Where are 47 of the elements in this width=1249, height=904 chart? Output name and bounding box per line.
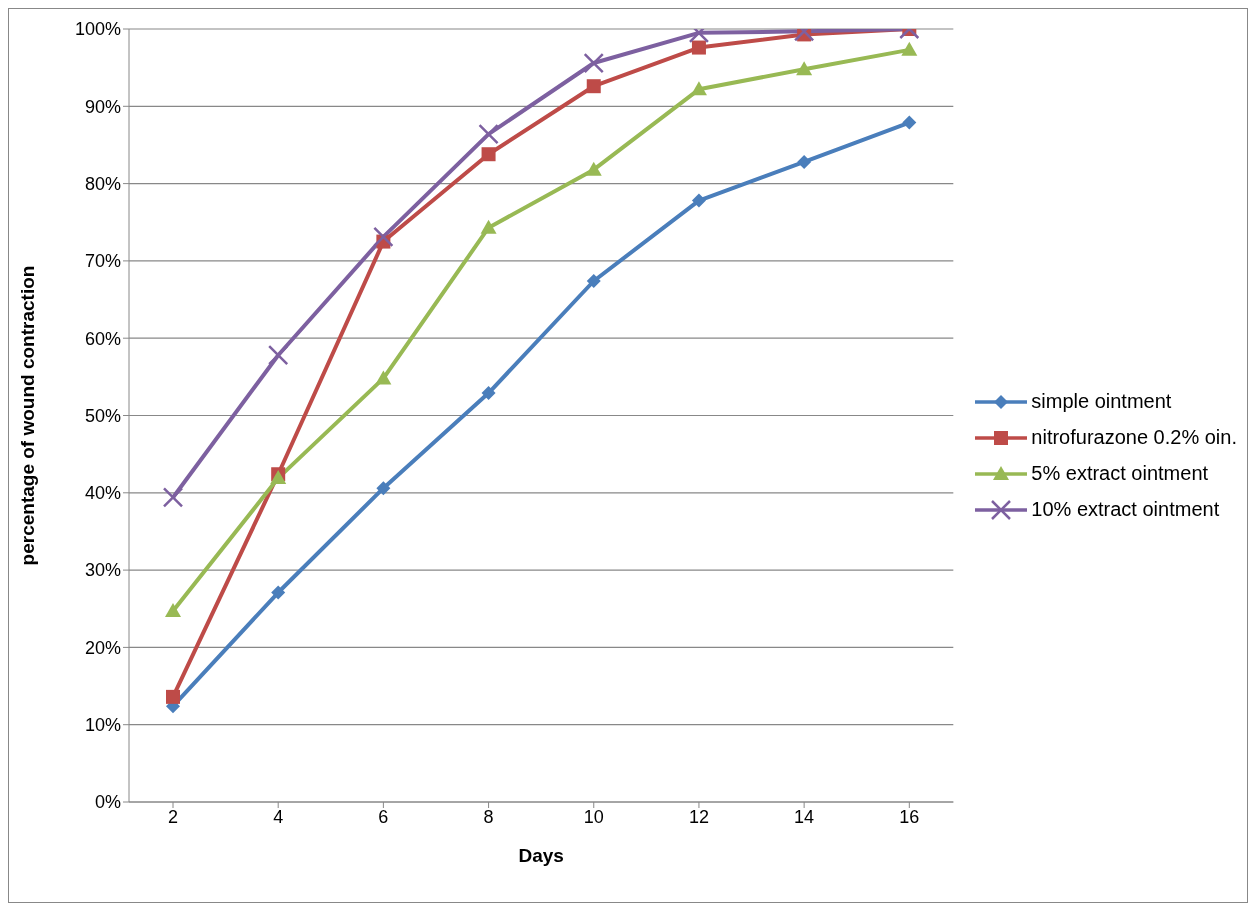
y-tick-label: 100%	[74, 19, 121, 40]
legend-label: 10% extract ointment	[1031, 498, 1220, 521]
point	[586, 79, 601, 94]
point	[166, 689, 180, 704]
x-tick-label: 8	[483, 806, 494, 827]
point	[691, 193, 706, 208]
point	[271, 585, 286, 600]
point	[691, 40, 706, 55]
point	[797, 154, 812, 169]
point	[376, 481, 391, 496]
x-tick-label: 6	[378, 806, 389, 827]
point	[478, 123, 499, 145]
y-tick-label: 50%	[84, 405, 121, 426]
x-axis-title: Days	[518, 845, 564, 866]
y-tick-label: 10%	[84, 715, 121, 736]
y-tick-label: 0%	[94, 792, 121, 813]
point	[902, 115, 917, 130]
point	[585, 161, 602, 176]
y-tick-label: 90%	[84, 96, 121, 117]
y-axis-title: percentage of wound contraction	[16, 265, 38, 566]
point	[586, 274, 601, 288]
legend-label: 5% extract ointment	[1031, 462, 1209, 485]
x-tick-label: 14	[794, 806, 815, 827]
x-tick-label: 16	[899, 806, 920, 827]
point	[267, 344, 289, 366]
point	[481, 147, 496, 162]
legend-label: simple ointment	[1031, 390, 1172, 413]
x-tick-label: 12	[688, 806, 709, 827]
point	[375, 370, 392, 385]
y-tick-label: 30%	[84, 560, 121, 581]
x-tick-label: 2	[167, 806, 179, 827]
point	[480, 219, 497, 234]
point	[901, 41, 918, 56]
y-tick-label: 20%	[84, 637, 121, 658]
point	[162, 487, 184, 508]
point	[165, 603, 181, 618]
y-tick-label: 60%	[84, 328, 121, 349]
x-tick-label: 4	[273, 806, 284, 827]
point	[481, 386, 496, 401]
point	[796, 61, 813, 76]
y-tick-label: 80%	[84, 173, 121, 194]
point	[373, 226, 394, 248]
x-tick-label: 10	[583, 806, 604, 827]
point	[583, 52, 604, 74]
y-tick-label: 40%	[84, 483, 121, 504]
legend-label: nitrofurazone 0.2% oin.	[1031, 426, 1237, 449]
y-tick-label: 70%	[84, 251, 121, 272]
